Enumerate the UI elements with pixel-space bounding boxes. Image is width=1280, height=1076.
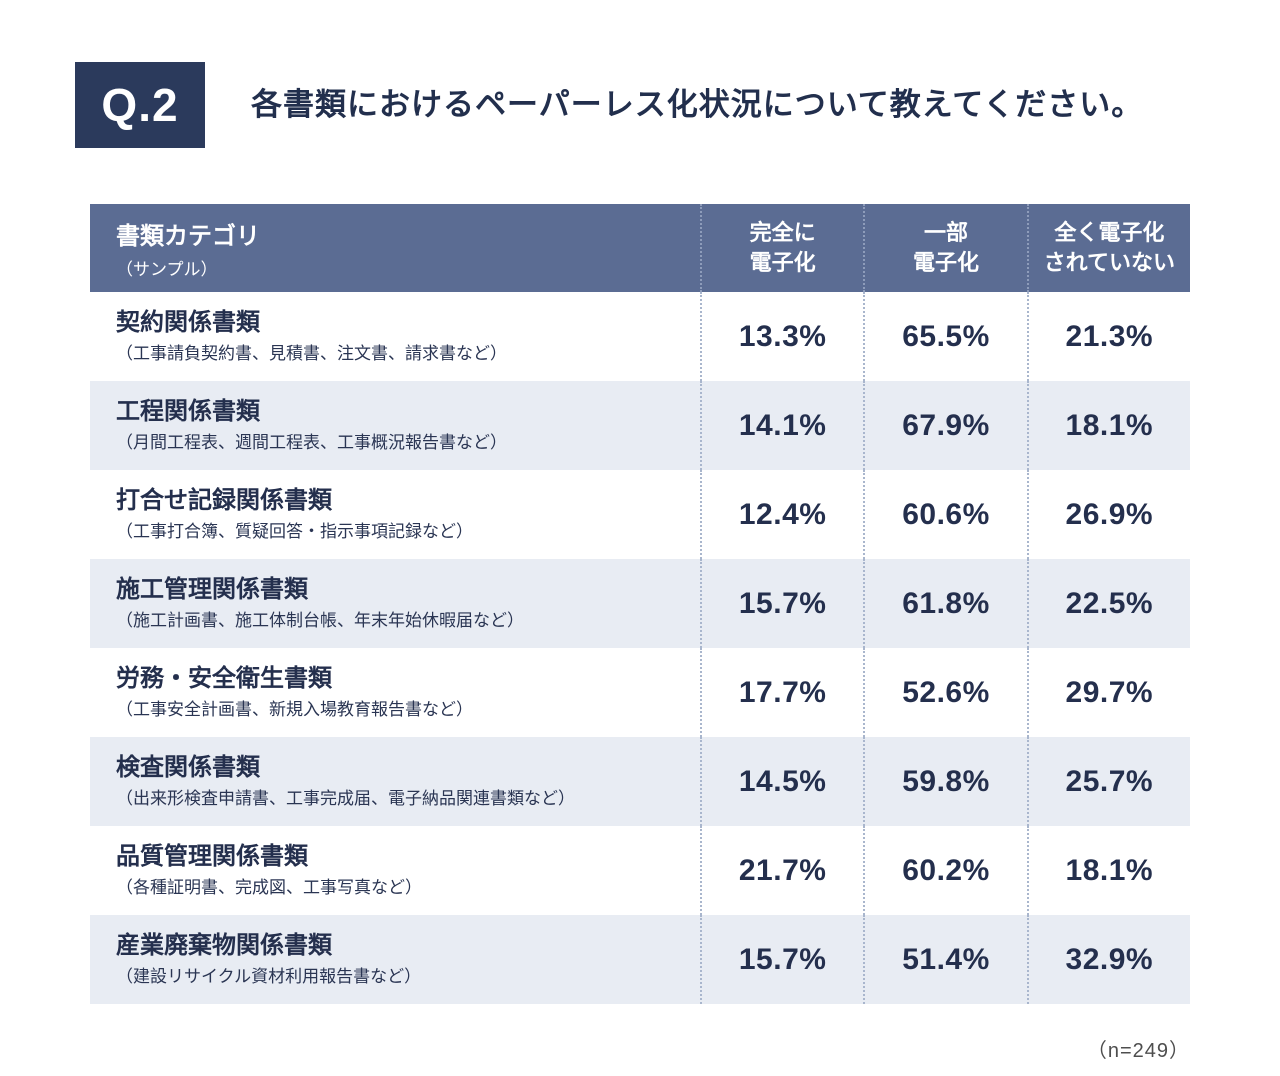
category-examples: （工事打合簿、質疑回答・指示事項記録など） <box>116 522 473 542</box>
category-cell: 品質管理関係書類 （各種証明書、完成図、工事写真など） <box>90 826 700 915</box>
category-cell: 打合せ記録関係書類 （工事打合簿、質疑回答・指示事項記録など） <box>90 470 700 559</box>
value-not-digitized: 21.3% <box>1026 292 1190 381</box>
value-not-digitized: 25.7% <box>1026 737 1190 826</box>
value-partially-digitized: 59.8% <box>863 737 1026 826</box>
category-name: 産業廃棄物関係書類 <box>116 932 332 960</box>
header-col-line: 全く電子化 <box>1054 220 1165 246</box>
category-cell: 工程関係書類 （月間工程表、週間工程表、工事概況報告書など） <box>90 381 700 470</box>
value-partially-digitized: 65.5% <box>863 292 1026 381</box>
value-fully-digitized: 15.7% <box>700 915 863 1004</box>
category-examples: （出来形検査申請書、工事完成届、電子納品関連書類など） <box>116 789 575 809</box>
category-name: 施工管理関係書類 <box>116 576 308 604</box>
category-name: 契約関係書類 <box>116 309 260 337</box>
category-cell: 労務・安全衛生書類 （工事安全計画書、新規入場教育報告書など） <box>90 648 700 737</box>
table-row-contract-documents: 契約関係書類 （工事請負契約書、見積書、注文書、請求書など） 13.3% 65.… <box>90 292 1190 381</box>
header-col-line: 電子化 <box>912 250 979 275</box>
category-examples: （工事請負契約書、見積書、注文書、請求書など） <box>116 344 507 364</box>
category-name: 打合せ記録関係書類 <box>116 487 332 515</box>
category-name: 品質管理関係書類 <box>116 843 308 871</box>
table-row-schedule-documents: 工程関係書類 （月間工程表、週間工程表、工事概況報告書など） 14.1% 67.… <box>90 381 1190 470</box>
category-examples: （月間工程表、週間工程表、工事概況報告書など） <box>116 433 507 453</box>
value-not-digitized: 29.7% <box>1026 648 1190 737</box>
category-cell: 施工管理関係書類 （施工計画書、施工体制台帳、年末年始休暇届など） <box>90 559 700 648</box>
value-partially-digitized: 60.6% <box>863 470 1026 559</box>
category-cell: 契約関係書類 （工事請負契約書、見積書、注文書、請求書など） <box>90 292 700 381</box>
header-col-not-digitized: 全く電子化 されていない <box>1026 204 1190 292</box>
value-not-digitized: 18.1% <box>1026 826 1190 915</box>
value-fully-digitized: 13.3% <box>700 292 863 381</box>
header-col-line: されていない <box>1043 250 1175 275</box>
value-partially-digitized: 61.8% <box>863 559 1026 648</box>
category-name: 工程関係書類 <box>116 398 260 426</box>
value-not-digitized: 18.1% <box>1026 381 1190 470</box>
value-not-digitized: 32.9% <box>1026 915 1190 1004</box>
header-col-line: 一部 <box>923 220 968 246</box>
category-cell: 検査関係書類 （出来形検査申請書、工事完成届、電子納品関連書類など） <box>90 737 700 826</box>
sample-size-note: （n=249） <box>1086 1040 1190 1062</box>
question-title: 各書類におけるペーパーレス化状況について教えてください。 <box>251 86 1144 122</box>
category-cell: 産業廃棄物関係書類 （建設リサイクル資材利用報告書など） <box>90 915 700 1004</box>
paperless-status-table: 書類カテゴリ （サンプル） 完全に 電子化 一部 電子化 全く電子化 されていな… <box>90 204 1190 1004</box>
table-row-inspection-documents: 検査関係書類 （出来形検査申請書、工事完成届、電子納品関連書類など） 14.5%… <box>90 737 1190 826</box>
header-category-sub: （サンプル） <box>116 260 218 279</box>
category-examples: （各種証明書、完成図、工事写真など） <box>116 878 422 898</box>
value-fully-digitized: 14.1% <box>700 381 863 470</box>
value-fully-digitized: 21.7% <box>700 826 863 915</box>
category-name: 労務・安全衛生書類 <box>116 665 332 693</box>
header-category-title: 書類カテゴリ <box>116 223 260 250</box>
value-partially-digitized: 52.6% <box>863 648 1026 737</box>
value-partially-digitized: 60.2% <box>863 826 1026 915</box>
value-partially-digitized: 67.9% <box>863 381 1026 470</box>
category-examples: （建設リサイクル資材利用報告書など） <box>116 967 422 987</box>
category-examples: （工事安全計画書、新規入場教育報告書など） <box>116 700 473 720</box>
header-col-line: 完全に <box>749 220 816 246</box>
table-header-row: 書類カテゴリ （サンプル） 完全に 電子化 一部 電子化 全く電子化 されていな… <box>90 204 1190 292</box>
header-col-line: 電子化 <box>749 250 816 275</box>
category-examples: （施工計画書、施工体制台帳、年末年始休暇届など） <box>116 611 524 631</box>
value-partially-digitized: 51.4% <box>863 915 1026 1004</box>
header-col-partially-digitized: 一部 電子化 <box>863 204 1026 292</box>
table-row-labor-safety-documents: 労務・安全衛生書類 （工事安全計画書、新規入場教育報告書など） 17.7% 52… <box>90 648 1190 737</box>
value-fully-digitized: 14.5% <box>700 737 863 826</box>
value-not-digitized: 22.5% <box>1026 559 1190 648</box>
value-fully-digitized: 17.7% <box>700 648 863 737</box>
value-fully-digitized: 15.7% <box>700 559 863 648</box>
category-name: 検査関係書類 <box>116 754 260 782</box>
question-badge: Q.2 <box>75 62 205 148</box>
value-not-digitized: 26.9% <box>1026 470 1190 559</box>
header-col-fully-digitized: 完全に 電子化 <box>700 204 863 292</box>
question-header: Q.2 各書類におけるペーパーレス化状況について教えてください。 <box>75 62 1190 148</box>
table-row-construction-management-documents: 施工管理関係書類 （施工計画書、施工体制台帳、年末年始休暇届など） 15.7% … <box>90 559 1190 648</box>
table-row-industrial-waste-documents: 産業廃棄物関係書類 （建設リサイクル資材利用報告書など） 15.7% 51.4%… <box>90 915 1190 1004</box>
table-row-meeting-record-documents: 打合せ記録関係書類 （工事打合簿、質疑回答・指示事項記録など） 12.4% 60… <box>90 470 1190 559</box>
table-row-quality-management-documents: 品質管理関係書類 （各種証明書、完成図、工事写真など） 21.7% 60.2% … <box>90 826 1190 915</box>
header-category-cell: 書類カテゴリ （サンプル） <box>90 204 700 292</box>
value-fully-digitized: 12.4% <box>700 470 863 559</box>
